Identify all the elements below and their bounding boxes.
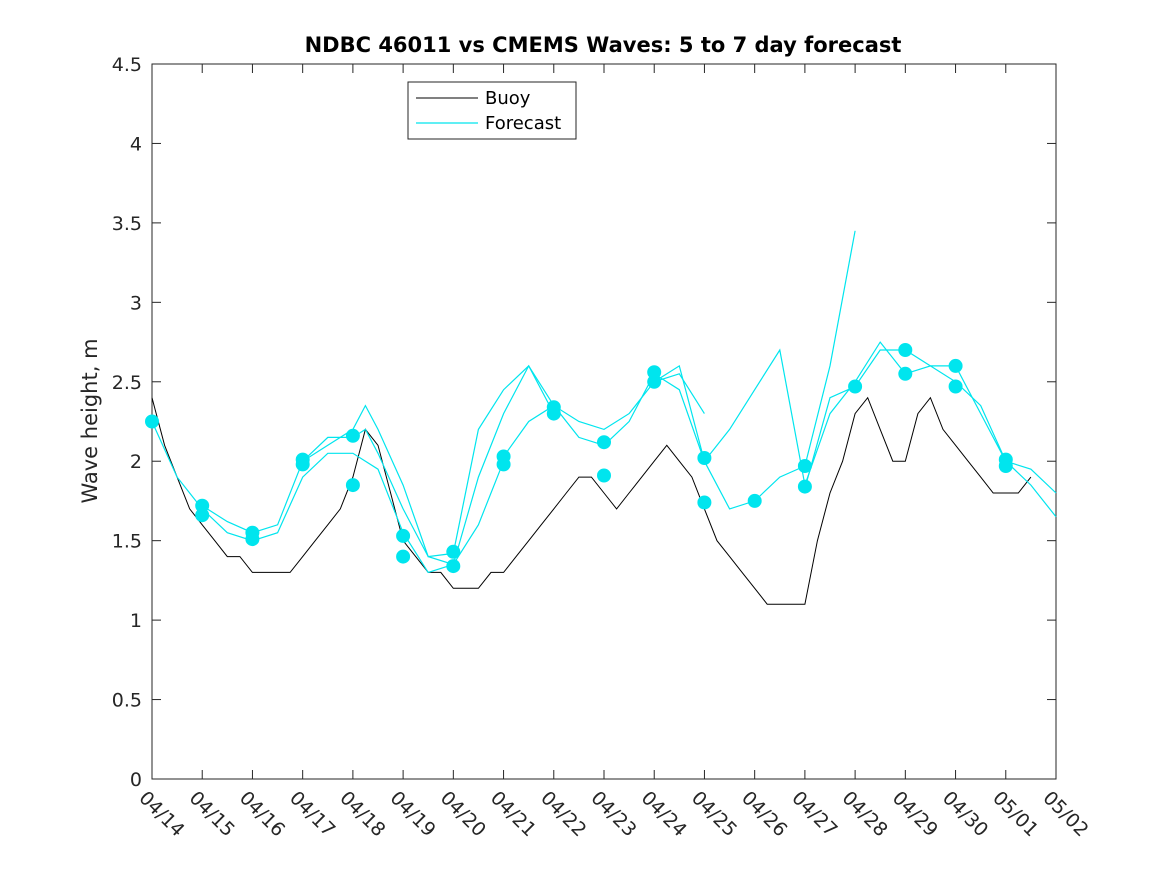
forecast-marker — [295, 457, 310, 472]
forecast-marker — [597, 435, 611, 450]
forecast-marker — [898, 366, 913, 381]
forecast-marker — [546, 406, 561, 421]
forecast-marker — [948, 379, 963, 394]
forecast-marker — [195, 508, 210, 523]
y-tick-label: 0.5 — [112, 690, 142, 712]
forecast-marker — [948, 358, 963, 373]
forecast-marker — [647, 374, 662, 389]
series-line-forecast — [503, 230, 856, 510]
forecast-marker — [145, 414, 159, 429]
legend-label-forecast: Forecast — [485, 113, 561, 134]
forecast-marker — [345, 478, 360, 493]
forecast-marker — [396, 549, 411, 564]
chart-title: NDBC 46011 vs CMEMS Waves: 5 to 7 day fo… — [305, 33, 902, 57]
y-tick-label: 4 — [130, 133, 142, 155]
y-tick-label: 2.5 — [112, 372, 142, 394]
y-tick-label: 1 — [130, 610, 142, 632]
series-line-buoy — [151, 396, 1032, 605]
y-axis-label: Wave height, m — [78, 338, 102, 503]
forecast-marker — [747, 493, 762, 508]
forecast-marker — [396, 528, 411, 543]
series — [145, 230, 1057, 605]
legend-box — [407, 81, 577, 140]
forecast-marker — [898, 343, 913, 357]
forecast-marker — [446, 544, 461, 559]
y-tick-label: 1.5 — [112, 531, 142, 553]
forecast-marker — [797, 459, 812, 473]
forecast-marker — [998, 459, 1013, 473]
forecast-marker — [697, 495, 712, 510]
y-tick-label: 3.5 — [112, 213, 142, 235]
series-line-forecast — [302, 364, 705, 566]
plot-area — [151, 63, 1057, 780]
forecast-marker — [597, 468, 611, 483]
y-tick-label: 2 — [130, 451, 142, 473]
forecast-marker — [345, 428, 360, 443]
forecast-marker — [496, 457, 511, 472]
y-tick-label: 3 — [130, 292, 142, 314]
y-tick-label: 4.5 — [112, 54, 142, 76]
series-line-forecast — [151, 421, 505, 574]
forecast-marker — [245, 532, 260, 547]
series-line-forecast — [804, 349, 1057, 494]
series-line-forecast — [201, 364, 555, 558]
legend: Buoy Forecast — [407, 81, 577, 140]
y-tick-label: 0 — [130, 769, 142, 791]
forecast-marker — [797, 479, 812, 494]
forecast-marker — [697, 451, 712, 465]
forecast-marker — [848, 379, 863, 394]
legend-label-buoy: Buoy — [485, 88, 531, 109]
forecast-marker — [446, 559, 461, 574]
